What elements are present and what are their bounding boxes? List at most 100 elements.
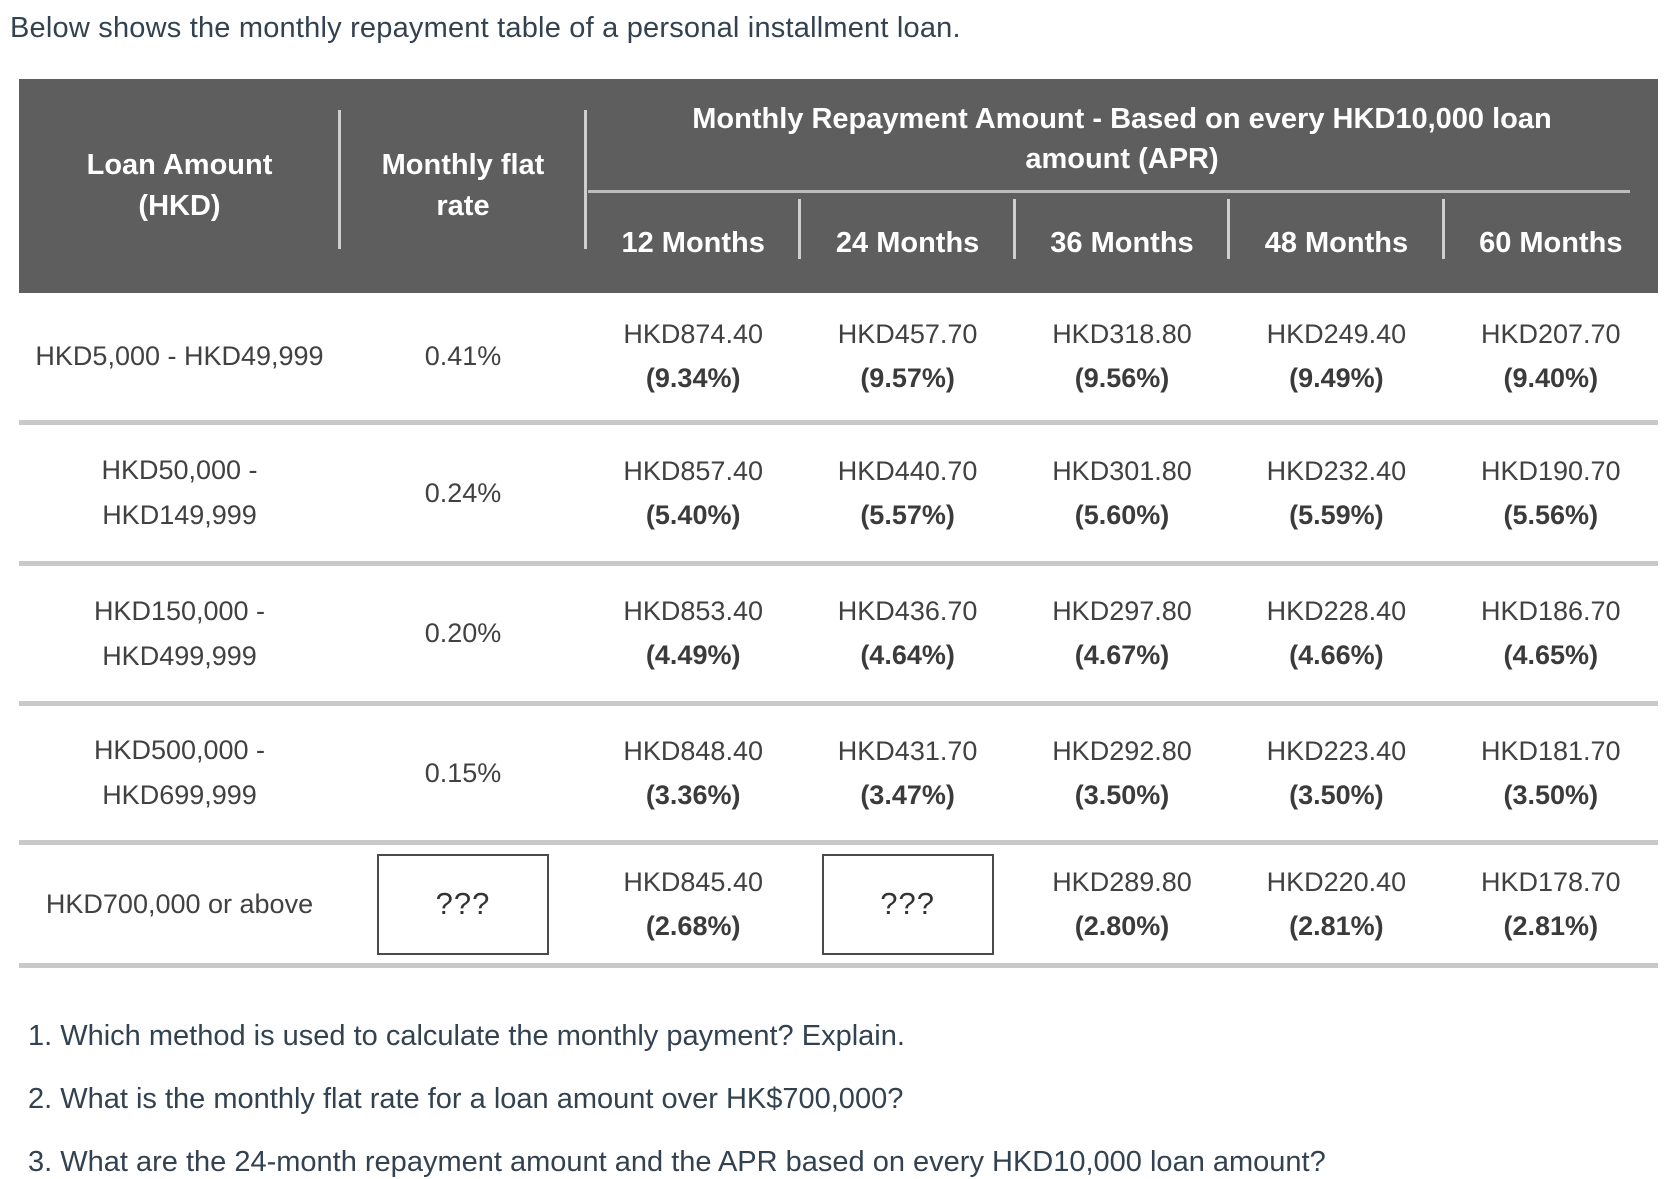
repayment-apr: (3.36%) (645, 779, 741, 810)
repayment-amount: HKD301.80 (1052, 455, 1192, 486)
repayment-60m-cell: HKD186.70 (4.65%) (1444, 566, 1658, 701)
answer-placeholder: ??? (880, 886, 935, 921)
flat-rate-value: 0.15% (424, 757, 502, 788)
repayment-amount: HKD436.70 (837, 596, 978, 626)
repayment-amount: HKD292.80 (1052, 735, 1192, 766)
repayment-apr: (9.57%) (860, 363, 955, 393)
repayment-apr: (5.57%) (860, 499, 955, 530)
repayment-amount: HKD232.40 (1266, 455, 1407, 486)
repayment-apr: (3.50%) (1503, 779, 1599, 810)
repayment-48m-cell: HKD223.40 (3.50%) (1229, 706, 1443, 840)
header-loan-amount: Loan Amount (HKD) (19, 79, 341, 293)
loan-range: HKD700,000 or above (45, 888, 314, 919)
loan-range-line2: HKD699,999 (102, 780, 257, 810)
flat-rate-answer-box[interactable]: ??? (377, 853, 549, 955)
repayment-apr: (9.56%) (1074, 363, 1170, 393)
header-months-row: 12 Months 24 Months 36 Months 48 Months … (586, 193, 1658, 293)
repayment-12m-cell: HKD874.40 (9.34%) (586, 293, 800, 420)
repayment-amount: HKD440.70 (837, 455, 978, 486)
repayment-amount: HKD178.70 (1480, 866, 1621, 897)
repayment-36m-cell: HKD292.80 (3.50%) (1015, 706, 1229, 840)
repayment-12m-cell: HKD857.40 (5.40%) (586, 425, 800, 561)
table-row-2: HKD50,000 - HKD149,999 0.24% HKD857.40 (… (19, 425, 1658, 566)
header-repayment-group: Monthly Repayment Amount - Based on ever… (586, 79, 1658, 293)
repayment-amount: HKD181.70 (1480, 735, 1621, 766)
questions-block: 1. Which method is used to calculate the… (28, 1019, 1326, 1179)
repayment-12m-cell: HKD845.40 (2.68%) (586, 845, 800, 963)
header-month-36: 36 Months (1015, 193, 1231, 293)
repayment-apr: (4.66%) (1289, 640, 1384, 670)
repayment-48m-cell: HKD220.40 (2.81%) (1229, 845, 1443, 963)
answer-placeholder: ??? (435, 886, 491, 921)
repayment-amount: HKD318.80 (1052, 319, 1192, 349)
repayment-36m-cell: HKD301.80 (5.60%) (1015, 425, 1229, 561)
repayment-60m-cell: HKD207.70 (9.40%) (1444, 293, 1658, 420)
repayment-apr: (5.40%) (645, 499, 741, 530)
repayment-amount: HKD190.70 (1480, 455, 1621, 486)
question-1: 1. Which method is used to calculate the… (28, 1020, 905, 1052)
repayment-apr: (4.49%) (645, 640, 741, 670)
loan-range-cell: HKD700,000 or above (19, 845, 340, 963)
header-flat-rate-line1: Monthly flat (381, 149, 545, 181)
flat-rate-value: 0.20% (424, 618, 502, 648)
repayment-apr: (9.34%) (645, 363, 741, 393)
table-header-row: Loan Amount (HKD) Monthly flat rate Mont… (19, 79, 1658, 293)
loan-range: HKD5,000 - HKD49,999 (35, 341, 324, 371)
repayment-apr: (5.56%) (1503, 499, 1599, 530)
loan-range-line1: HKD150,000 - (93, 595, 266, 626)
repayment-24m-answer-box[interactable]: ??? (821, 853, 994, 955)
repayment-60m-cell: HKD190.70 (5.56%) (1444, 425, 1658, 561)
header-loan-amount-line2: (HKD) (138, 190, 221, 222)
header-repayment-title: Monthly Repayment Amount - Based on ever… (692, 103, 1552, 175)
repayment-60m-cell: HKD178.70 (2.81%) (1444, 845, 1658, 963)
repayment-amount: HKD297.80 (1052, 596, 1192, 626)
repayment-apr: (5.60%) (1074, 499, 1170, 530)
flat-rate-value: 0.24% (424, 477, 502, 508)
loan-range-line1: HKD500,000 - (93, 735, 266, 765)
repayment-amount: HKD228.40 (1266, 596, 1407, 626)
repayment-48m-cell: HKD249.40 (9.49%) (1229, 293, 1443, 420)
repayment-apr: (9.49%) (1289, 363, 1384, 393)
repayment-apr: (2.81%) (1503, 910, 1599, 941)
repayment-apr: (4.64%) (860, 640, 955, 670)
repayment-24m-cell: ??? (800, 845, 1014, 963)
header-group-underline (588, 190, 1630, 193)
repayment-12m-cell: HKD848.40 (3.36%) (586, 706, 800, 840)
header-month-60: 60 Months (1479, 226, 1623, 259)
header-month-48: 48 Months (1229, 193, 1446, 293)
flat-rate-cell: 0.15% (340, 706, 586, 840)
repayment-36m-cell: HKD318.80 (9.56%) (1015, 293, 1229, 420)
repayment-amount: HKD457.70 (837, 319, 978, 349)
repayment-amount: HKD289.80 (1052, 866, 1192, 897)
repayment-apr: (9.40%) (1503, 363, 1599, 393)
flat-rate-cell: 0.20% (340, 566, 586, 701)
repayment-48m-cell: HKD228.40 (4.66%) (1229, 566, 1443, 701)
repayment-apr: (4.67%) (1074, 640, 1170, 670)
repayment-24m-cell: HKD440.70 (5.57%) (800, 425, 1014, 561)
header-flat-rate-line2: rate (436, 190, 490, 222)
repayment-amount: HKD186.70 (1480, 596, 1621, 626)
repayment-apr: (4.65%) (1503, 640, 1599, 670)
repayment-48m-cell: HKD232.40 (5.59%) (1229, 425, 1443, 561)
loan-range-cell: HKD5,000 - HKD49,999 (19, 293, 340, 420)
header-flat-rate: Monthly flat rate (340, 79, 587, 293)
flat-rate-cell: 0.24% (340, 425, 586, 561)
repayment-apr: (2.81%) (1289, 910, 1384, 941)
table-row-4: HKD500,000 - HKD699,999 0.15% HKD848.40 … (19, 706, 1658, 845)
repayment-amount: HKD853.40 (623, 596, 763, 626)
repayment-apr: (2.80%) (1074, 910, 1170, 941)
repayment-table: Loan Amount (HKD) Monthly flat rate Mont… (19, 79, 1658, 968)
loan-range-line2: HKD499,999 (102, 640, 257, 671)
page-intro-text: Below shows the monthly repayment table … (10, 12, 961, 44)
repayment-36m-cell: HKD289.80 (2.80%) (1015, 845, 1229, 963)
repayment-60m-cell: HKD181.70 (3.50%) (1444, 706, 1658, 840)
loan-range-cell: HKD50,000 - HKD149,999 (19, 425, 340, 561)
question-2: 2. What is the monthly flat rate for a l… (28, 1083, 904, 1115)
flat-rate-cell: ??? (340, 845, 586, 963)
header-loan-amount-line1: Loan Amount (86, 149, 273, 181)
table-row-5: HKD700,000 or above ??? HKD845.40 (2.68%… (19, 845, 1658, 968)
repayment-24m-cell: HKD436.70 (4.64%) (800, 566, 1014, 701)
repayment-amount: HKD220.40 (1266, 866, 1407, 897)
repayment-apr: (5.59%) (1289, 499, 1384, 530)
repayment-apr: (3.50%) (1074, 779, 1170, 810)
